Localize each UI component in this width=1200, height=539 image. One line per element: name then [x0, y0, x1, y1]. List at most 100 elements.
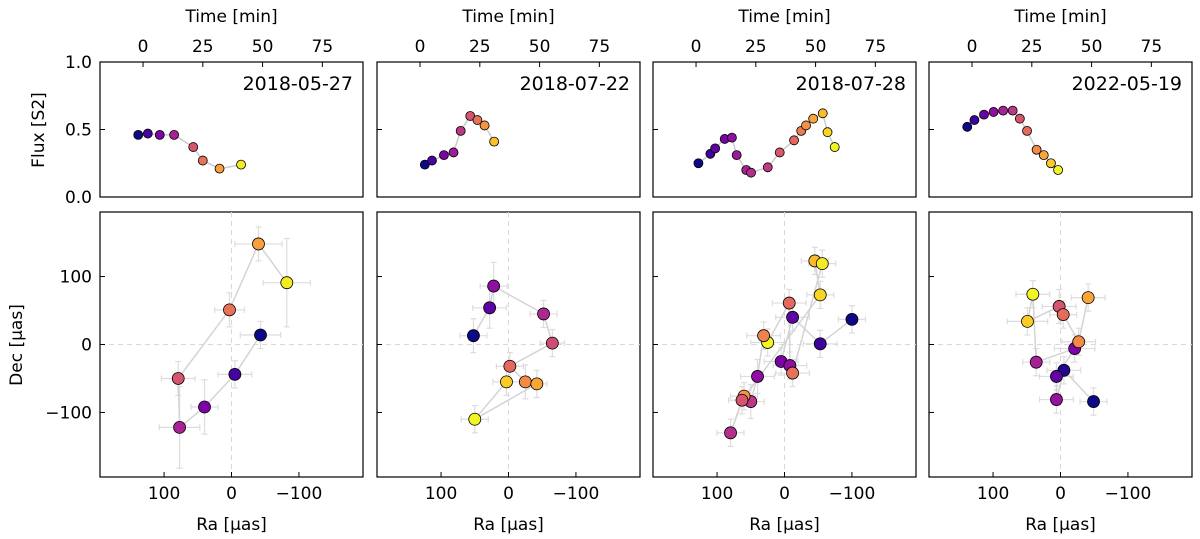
time-tick-label: 75	[312, 37, 334, 57]
flux-point	[693, 158, 704, 169]
position-point	[545, 336, 559, 350]
position-point	[173, 420, 186, 434]
time-tick-label: 75	[589, 37, 611, 57]
date-label: 2022-05-19	[1072, 73, 1182, 95]
ra-tick-label: 0	[503, 484, 514, 504]
position-point	[223, 303, 236, 317]
ra-axis-title: Ra [μas]	[1025, 515, 1096, 535]
position-point	[1026, 287, 1040, 301]
flux-point	[1038, 150, 1049, 161]
position-point	[198, 400, 211, 414]
flux-point	[214, 163, 225, 174]
flux-tick-label: 0.0	[65, 188, 92, 208]
ra-tick-label: 0	[1055, 484, 1066, 504]
position-track	[177, 242, 288, 429]
time-axis-title: Time [min]	[1013, 7, 1106, 27]
flux-point	[1053, 165, 1064, 175]
date-label: 2018-07-22	[520, 73, 630, 95]
time-axis-title: Time [min]	[184, 7, 277, 27]
position-point	[503, 359, 517, 373]
position-point	[518, 375, 532, 389]
flux-point	[710, 143, 721, 154]
flux-axes-frame	[928, 61, 1193, 198]
position-point	[1081, 291, 1095, 305]
flux-axes-frame	[99, 61, 364, 198]
flux-point	[1014, 113, 1025, 124]
flux-point	[762, 162, 773, 173]
flux-point	[236, 159, 246, 170]
flux-point	[801, 120, 811, 131]
dec-tick-label: −100	[45, 403, 92, 423]
flux-point	[169, 129, 180, 140]
position-point	[735, 393, 749, 407]
flux-axis-title: Flux [S2]	[29, 92, 49, 168]
position-point	[813, 288, 827, 302]
time-tick-label: 25	[745, 37, 767, 57]
time-tick-label: 0	[415, 37, 426, 57]
flux-point	[472, 115, 483, 125]
position-point	[500, 375, 513, 389]
ra-tick-label: −100	[553, 484, 600, 504]
position-point	[1021, 314, 1034, 328]
position-point	[468, 412, 482, 426]
flux-point	[969, 115, 980, 125]
flux-point	[479, 120, 490, 131]
position-point	[483, 301, 497, 315]
flux-axes-frame	[652, 61, 917, 198]
flux-point	[817, 108, 828, 119]
ra-axis-title: Ra [μas]	[749, 515, 820, 535]
time-tick-label: 75	[865, 37, 887, 57]
flux-point	[998, 105, 1009, 116]
flux-point	[427, 155, 437, 166]
flux-point	[448, 147, 459, 158]
flux-point	[789, 135, 799, 146]
dec-tick-label: 100	[60, 268, 92, 288]
ra-tick-label: 100	[701, 484, 733, 504]
position-point	[782, 296, 796, 310]
time-tick-label: 25	[1021, 37, 1043, 57]
time-tick-label: 25	[192, 37, 214, 57]
position-point	[1072, 335, 1086, 349]
flux-point	[1022, 125, 1032, 136]
position-point	[813, 337, 827, 351]
ra-tick-label: 100	[425, 484, 457, 504]
flux-point	[979, 109, 989, 120]
position-point	[228, 367, 242, 381]
position-point	[786, 366, 799, 380]
position-point	[280, 276, 294, 290]
flux-point	[1046, 158, 1056, 169]
flux-point	[808, 113, 819, 124]
flux-tick-label: 0.5	[65, 121, 92, 141]
position-point	[724, 426, 737, 440]
date-label: 2018-07-28	[796, 73, 906, 95]
flux-point	[455, 125, 466, 136]
flux-point	[962, 121, 973, 132]
time-axis-title: Time [min]	[737, 7, 830, 27]
time-tick-label: 0	[691, 37, 702, 57]
flux-point	[822, 127, 833, 138]
position-point	[757, 329, 770, 343]
ra-tick-label: −100	[1105, 484, 1152, 504]
flux-point	[489, 136, 500, 147]
time-tick-label: 0	[967, 37, 978, 57]
flux-point	[439, 150, 449, 161]
time-axis-title: Time [min]	[461, 7, 554, 27]
flux-point	[1007, 105, 1018, 116]
flux-point	[133, 129, 144, 140]
date-label: 2018-05-27	[243, 73, 353, 95]
flux-point	[727, 132, 737, 143]
flux-point	[746, 167, 756, 178]
position-point	[845, 312, 859, 326]
position-point	[1050, 393, 1063, 406]
flux-axes-frame	[376, 61, 641, 198]
time-tick-label: 0	[138, 37, 149, 57]
ra-tick-label: 0	[779, 484, 790, 504]
position-point	[786, 310, 799, 324]
position-track	[472, 284, 554, 420]
ra-axis-title: Ra [μas]	[473, 515, 544, 535]
position-point	[1056, 308, 1070, 322]
flux-point	[1031, 144, 1042, 155]
flux-point	[731, 150, 742, 161]
time-tick-label: 50	[1081, 37, 1103, 57]
